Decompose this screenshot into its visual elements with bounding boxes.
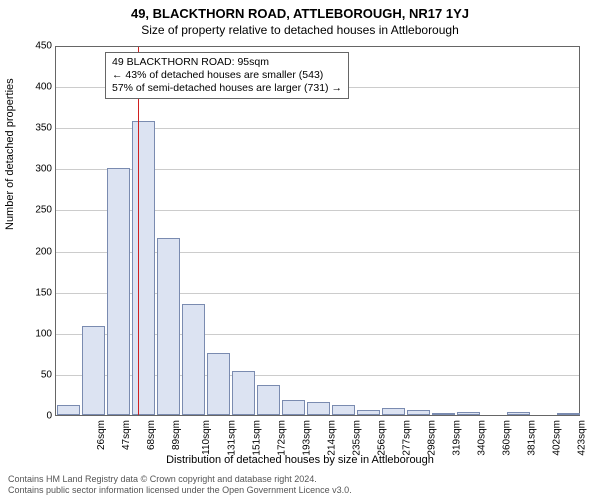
xtick-label: 214sqm (326, 420, 337, 456)
ytick-label: 0 (46, 411, 52, 422)
xtick-label: 235sqm (351, 420, 362, 456)
chart-container: 49, BLACKTHORN ROAD, ATTLEBOROUGH, NR17 … (0, 0, 600, 500)
ytick-label: 100 (35, 328, 52, 339)
xtick-label: 319sqm (451, 420, 462, 456)
xtick-label: 360sqm (501, 420, 512, 456)
histogram-bar (257, 385, 281, 415)
histogram-bar (357, 410, 381, 415)
annotation-line: 49 BLACKTHORN ROAD: 95sqm (112, 56, 342, 69)
annotation-box: 49 BLACKTHORN ROAD: 95sqm← 43% of detach… (105, 52, 349, 99)
xtick-label: 402sqm (551, 420, 562, 456)
histogram-bar (282, 400, 306, 415)
footer-line-2: Contains public sector information licen… (8, 485, 352, 496)
xtick-label: 68sqm (146, 420, 157, 450)
histogram-bar (182, 304, 206, 415)
histogram-bar (157, 238, 181, 415)
xtick-label: 26sqm (96, 420, 107, 450)
histogram-bar (557, 413, 581, 415)
ytick-label: 150 (35, 287, 52, 298)
chart-title: 49, BLACKTHORN ROAD, ATTLEBOROUGH, NR17 … (0, 0, 600, 21)
ytick-label: 250 (35, 205, 52, 216)
annotation-line: ← 43% of detached houses are smaller (54… (112, 69, 342, 82)
ytick-label: 350 (35, 123, 52, 134)
histogram-bar (507, 412, 531, 415)
y-axis-label: Number of detached properties (4, 78, 16, 230)
xtick-label: 423sqm (576, 420, 587, 456)
xtick-label: 131sqm (226, 420, 237, 456)
xtick-label: 256sqm (376, 420, 387, 456)
ytick-label: 200 (35, 246, 52, 257)
histogram-bar (132, 121, 156, 415)
ytick-label: 50 (41, 369, 52, 380)
xtick-label: 193sqm (301, 420, 312, 456)
footer-attribution: Contains HM Land Registry data © Crown c… (8, 474, 352, 496)
xtick-label: 277sqm (401, 420, 412, 456)
xtick-label: 151sqm (251, 420, 262, 456)
histogram-bar (82, 326, 106, 415)
xtick-label: 381sqm (526, 420, 537, 456)
histogram-bar (307, 402, 331, 415)
histogram-bar (207, 353, 231, 415)
footer-line-1: Contains HM Land Registry data © Crown c… (8, 474, 352, 485)
histogram-bar (457, 412, 481, 415)
histogram-bar (57, 405, 81, 415)
xtick-label: 172sqm (276, 420, 287, 456)
xtick-label: 298sqm (426, 420, 437, 456)
histogram-bar (332, 405, 356, 415)
ytick-label: 300 (35, 164, 52, 175)
histogram-bar (107, 168, 131, 415)
annotation-line: 57% of semi-detached houses are larger (… (112, 82, 342, 95)
histogram-bar (232, 371, 256, 415)
chart-subtitle: Size of property relative to detached ho… (0, 21, 600, 37)
ytick-label: 400 (35, 82, 52, 93)
histogram-bar (382, 408, 406, 415)
xtick-label: 110sqm (200, 420, 211, 455)
xtick-label: 47sqm (121, 420, 132, 450)
histogram-bar (432, 413, 456, 415)
xtick-label: 340sqm (476, 420, 487, 456)
marker-line (138, 47, 139, 415)
plot-area (55, 46, 580, 416)
histogram-bar (407, 410, 431, 415)
xtick-label: 89sqm (171, 420, 182, 450)
x-axis-label: Distribution of detached houses by size … (0, 454, 600, 466)
ytick-label: 450 (35, 41, 52, 52)
